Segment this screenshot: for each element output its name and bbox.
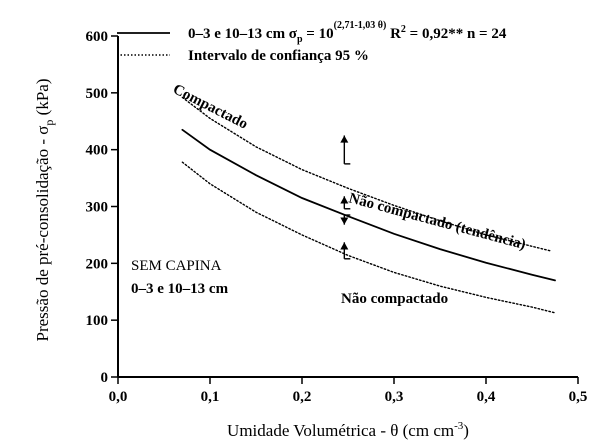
y-axis-title: Pressão de pré-consolidação - σp (kPa) <box>33 79 56 342</box>
trend-arrow <box>340 135 351 165</box>
label-sem-capina: SEM CAPINA <box>131 258 222 274</box>
x-tick-label: 0,5 <box>569 389 588 405</box>
legend: 0–3 e 10–13 cm σp = 10(2,71-1,03 θ) R2 =… <box>117 20 507 64</box>
y-tick-label: 400 <box>86 143 109 159</box>
y-tick-label: 200 <box>86 256 109 272</box>
legend-ci-label: Intervalo de confiança 95 % <box>188 48 369 64</box>
ci-upper-curve <box>181 96 552 252</box>
x-tick-label: 0,4 <box>477 389 496 405</box>
ci-lower-curve <box>181 161 556 314</box>
label-depth: 0–3 e 10–13 cm <box>131 281 229 297</box>
x-tick-label: 0,0 <box>109 389 128 405</box>
trend-arrow <box>340 196 351 210</box>
y-tick-label: 0 <box>101 370 109 386</box>
legend-fit-label: 0–3 e 10–13 cm σp = 10(2,71-1,03 θ) R2 =… <box>188 20 507 45</box>
x-ticks: 0,0 0,1 0,2 0,3 0,4 0,5 <box>109 377 588 405</box>
y-ticks: 0 100 200 300 400 500 600 <box>86 29 118 386</box>
trend-arrows <box>340 135 351 260</box>
x-tick-label: 0,2 <box>293 389 312 405</box>
y-tick-label: 300 <box>86 200 109 216</box>
label-nao-compactado: Não compactado <box>341 291 448 307</box>
y-tick-label: 600 <box>86 29 109 45</box>
y-tick-label: 500 <box>86 86 109 102</box>
trend-arrow <box>340 214 351 225</box>
x-tick-label: 0,3 <box>385 389 404 405</box>
label-nao-compactado-tendencia: Não compactado (tendência) <box>347 190 527 253</box>
label-compactado: Compactado <box>170 81 250 132</box>
x-tick-label: 0,1 <box>201 389 220 405</box>
fit-curve <box>181 128 556 282</box>
y-tick-label: 100 <box>86 313 109 329</box>
plot-lines <box>181 96 556 314</box>
trend-arrow <box>340 242 351 260</box>
x-axis-title: Umidade Volumétrica - θ (cm cm-3) <box>227 420 469 440</box>
